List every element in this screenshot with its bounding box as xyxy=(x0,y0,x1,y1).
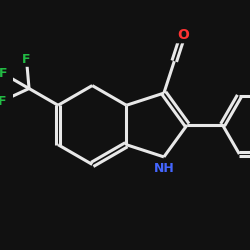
Text: F: F xyxy=(22,52,31,66)
Text: NH: NH xyxy=(154,162,174,175)
Text: F: F xyxy=(0,94,6,108)
Text: F: F xyxy=(0,67,8,80)
Text: O: O xyxy=(177,28,189,42)
